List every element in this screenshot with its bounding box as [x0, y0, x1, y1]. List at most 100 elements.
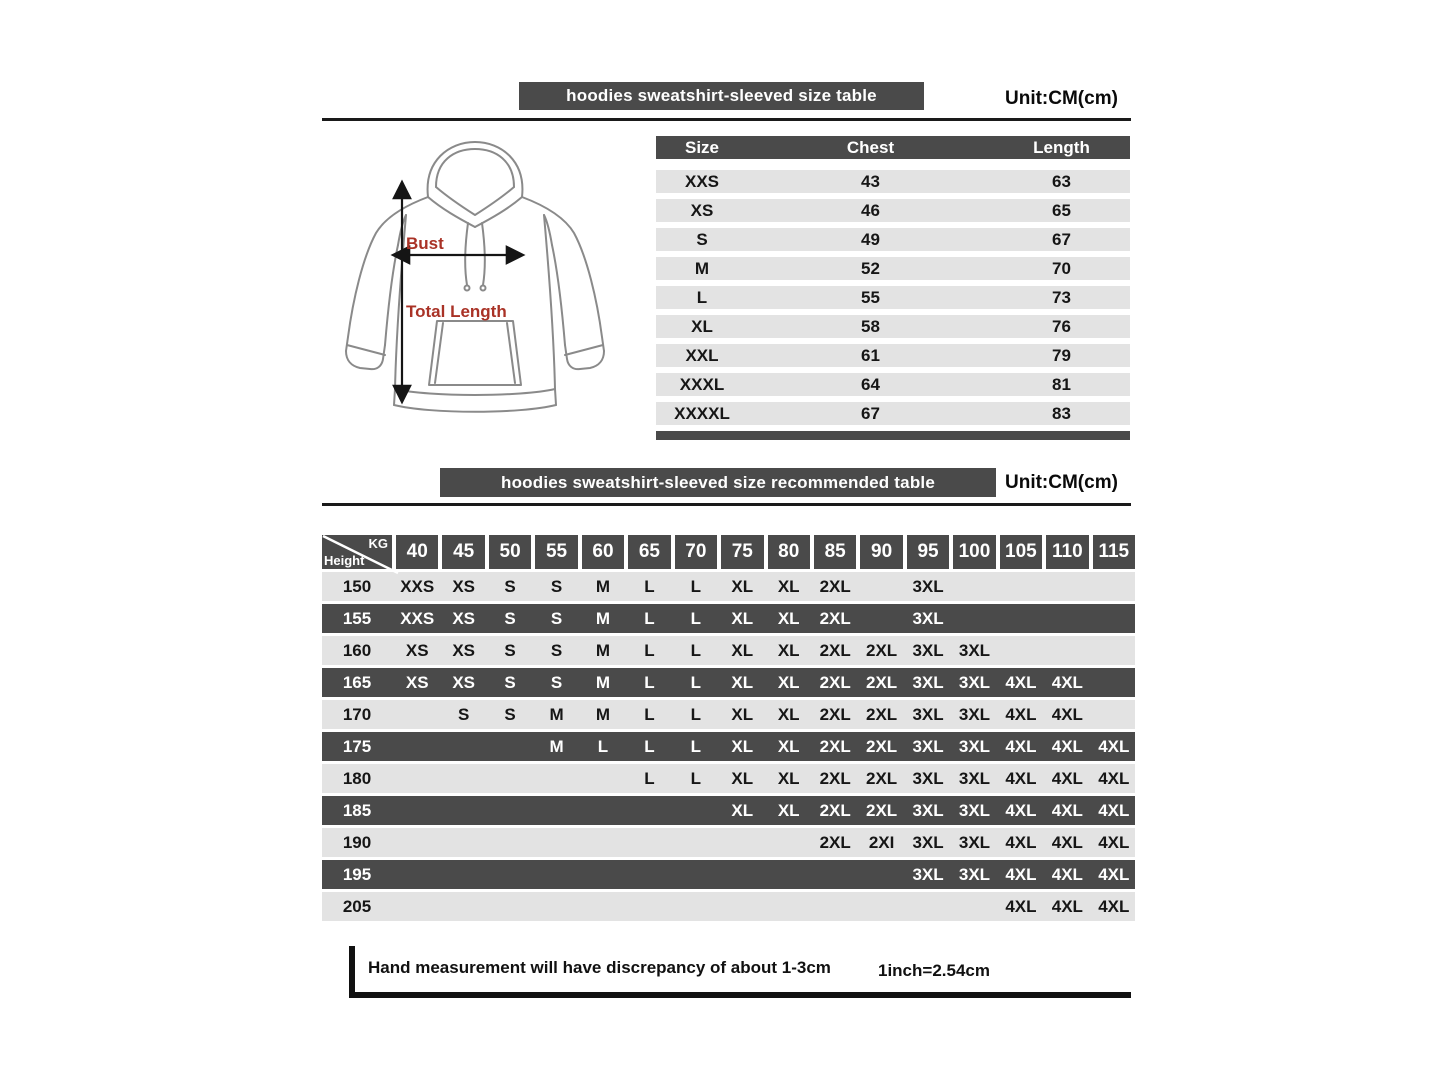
recommendation-row: 160 XS XS S S M L L XL XL 2XL 2XL 3XL 3XL — [322, 636, 1135, 665]
size-recommendation-cell: L — [644, 609, 655, 628]
size-recommendation-cell: 4XL — [1005, 673, 1037, 692]
size-recommendation-cell — [442, 796, 484, 825]
size-recommendation-cell — [1093, 668, 1135, 697]
size-recommendation-cell: 4XL — [1098, 769, 1130, 788]
size-recommendation-cell: XS — [452, 673, 475, 692]
size-recommendation-cell — [535, 764, 577, 793]
recommendation-rows: 150 XXS XS S S M L L XL XL 2XL 3XL 155 XXS XS S S M L L XL XL… — [322, 572, 1135, 921]
size-recommendation-cell: XL — [731, 801, 754, 820]
size-recommendation-cell: XL — [777, 769, 800, 788]
size-recommendation-cell — [442, 764, 484, 793]
size-recommendation-cell — [721, 860, 763, 889]
hoodie-outline — [345, 141, 605, 413]
size-recommendation-cell — [489, 732, 531, 761]
length-column-header: Length — [1033, 138, 1090, 157]
pocket-outline — [428, 320, 522, 386]
size-recommendation-cell — [953, 892, 995, 921]
size-recommendation-cell: 3XL — [912, 705, 944, 724]
kg-height-corner-cell: KG Height — [322, 534, 399, 575]
height-row-label: 205 — [342, 897, 372, 916]
size-recommendation-cell: 2XL — [866, 769, 898, 788]
size-recommendation-cell: 4XL — [1005, 769, 1037, 788]
size-recommendation-cell: 3XL — [912, 865, 944, 884]
measurement-note: Hand measurement will have discrepancy o… — [368, 958, 831, 977]
size-recommendation-cell: M — [549, 705, 564, 724]
height-row-label: 165 — [342, 673, 372, 692]
divider-line-top — [322, 118, 1131, 121]
size-recommendation-cell: 2XL — [866, 801, 898, 820]
weight-header-cell: 60 — [581, 535, 625, 569]
size-table-header: Size Chest Length — [656, 136, 1130, 159]
size-recommendation-cell — [1000, 636, 1042, 665]
size-recommendation-cell — [535, 796, 577, 825]
size-recommendation-cell: 4XL — [1051, 801, 1083, 820]
size-recommendation-cell: L — [644, 673, 655, 692]
size-recommendation-cell — [628, 828, 670, 857]
size-recommendation-cell: 2XI — [868, 833, 895, 852]
size-cell: XXL — [685, 346, 719, 365]
size-recommendation-cell: XL — [731, 609, 754, 628]
size-recommendation-cell: XL — [777, 609, 800, 628]
chest-cell: 64 — [861, 375, 880, 394]
size-recommendation-cell — [814, 892, 856, 921]
size-recommendation-cell: S — [504, 577, 516, 596]
size-recommendation-cell — [953, 572, 995, 601]
size-recommendation-cell: XL — [777, 737, 800, 756]
size-recommendation-cell: S — [504, 641, 516, 660]
size-recommendation-cell — [582, 764, 624, 793]
size-recommendation-cell: 3XL — [958, 833, 991, 852]
size-recommendation-cell: XXS — [400, 577, 435, 596]
size-recommendation-cell: 2XL — [819, 705, 851, 724]
size-recommendation-cell — [860, 860, 902, 889]
size-recommendation-cell: XL — [731, 577, 754, 596]
size-recommendation-cell — [442, 860, 484, 889]
recommendation-row: 185 XL XL 2XL 2XL 3XL 3XL 4XL 4XL 4XL — [322, 796, 1135, 825]
length-cell: 67 — [1052, 230, 1071, 249]
weight-header-cell: 65 — [628, 535, 671, 569]
size-recommendation-cell: M — [595, 705, 611, 724]
size-recommendation-cell — [1046, 572, 1088, 601]
chest-cell: 49 — [861, 230, 880, 249]
size-recommendation-cell — [396, 764, 438, 793]
size-recommendation-cell: 3XL — [958, 769, 991, 788]
size-recommendation-cell: S — [504, 705, 516, 724]
height-row-label: 175 — [342, 737, 372, 756]
size-recommendation-cell — [1000, 604, 1042, 633]
size-recommendation-cell: XL — [777, 673, 800, 692]
size-recommendation-cell: 3XL — [958, 801, 991, 820]
size-table-row: XXXL 64 81 — [656, 373, 1130, 396]
size-recommendation-cell: XS — [452, 641, 475, 660]
size-recommendation-cell: 2XL — [819, 641, 851, 660]
size-recommendation-cell: 3XL — [912, 577, 944, 596]
size-recommendation-cell — [1093, 572, 1135, 601]
size-table-row: XXL 61 79 — [656, 344, 1130, 367]
size-recommendation-cell: XL — [731, 769, 754, 788]
size-recommendation-cell: 4XL — [1005, 705, 1037, 724]
inch-conversion-note: 1inch=2.54cm — [878, 961, 990, 980]
size-recommendation-cell: 2XL — [866, 737, 898, 756]
size-recommendation-cell: 4XL — [1005, 801, 1037, 820]
kg-label: KG — [368, 536, 389, 551]
size-recommendation-cell: 3XL — [912, 833, 944, 852]
size-recommendation-cell: 2XL — [819, 833, 851, 852]
size-recommendation-cell: L — [690, 609, 702, 628]
recommendation-row: 165 XS XS S S M L L XL XL 2XL 2XL 3XL 3XL 4XL 4XL — [322, 668, 1135, 697]
size-recommendation-cell — [628, 860, 670, 889]
size-recommendation-cell — [535, 828, 577, 857]
weight-header-cell: 40 — [396, 535, 439, 569]
size-recommendation-cell: 4XL — [1051, 705, 1083, 724]
size-recommendation-cell: L — [644, 705, 655, 724]
size-recommendation-cell: XS — [405, 641, 429, 660]
size-cell: XL — [691, 317, 713, 336]
length-cell: 79 — [1052, 346, 1071, 365]
total-length-label: Total Length — [406, 302, 507, 321]
size-table-row: XXXXL 67 83 — [656, 402, 1130, 425]
size-table-row: XS 46 65 — [656, 199, 1130, 222]
size-recommendation-cell: 4XL — [1098, 833, 1130, 852]
length-cell: 70 — [1052, 259, 1071, 278]
size-recommendation-cell — [860, 892, 902, 921]
size-recommendation-cell — [489, 892, 531, 921]
weight-header-cell: 80 — [767, 535, 810, 569]
size-recommendation-cell — [442, 732, 484, 761]
